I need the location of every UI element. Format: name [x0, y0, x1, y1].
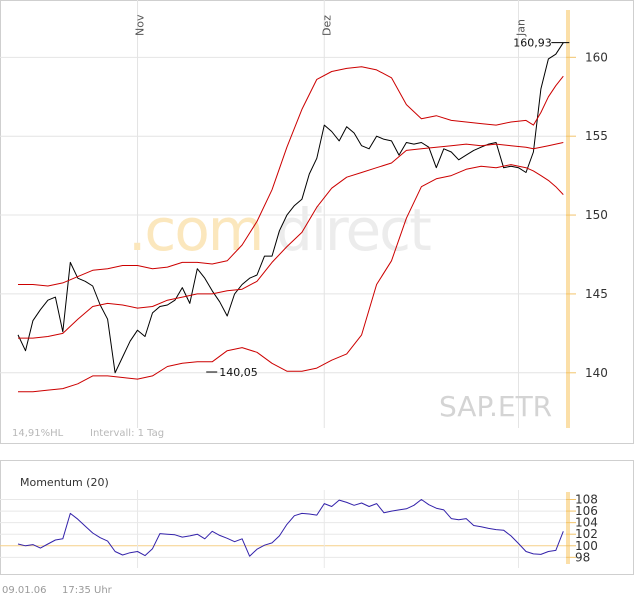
upper-band-line	[18, 66, 564, 287]
momentum-grid	[0, 490, 566, 568]
momentum-line	[17, 499, 564, 557]
momentum-tick-label: 108	[575, 493, 598, 507]
price-tick-label: 145	[585, 287, 608, 301]
interval-label: Intervall: 1 Tag	[90, 428, 164, 439]
price-y-ticks: 140 145 150 155 160	[566, 50, 608, 380]
month-labels: Nov Dez Jan	[134, 14, 528, 37]
low-value-label: 140,05	[219, 366, 258, 379]
symbol-label: SAP.ETR	[439, 390, 552, 423]
price-tick-label: 150	[585, 208, 608, 222]
watermark-direct: direct	[276, 196, 431, 264]
month-label: Nov	[134, 14, 147, 36]
price-line	[17, 42, 564, 374]
momentum-axis-bar	[566, 492, 570, 564]
month-label: Dez	[320, 15, 333, 36]
momentum-tick-label: 106	[575, 504, 598, 518]
momentum-tick-label: 104	[575, 516, 598, 530]
momentum-tick-label: 100	[575, 539, 598, 553]
last-value-label: 160,93	[513, 37, 552, 50]
momentum-tick-label: 98	[575, 550, 590, 564]
price-axis-bar	[566, 10, 570, 428]
price-tick-label: 140	[585, 366, 608, 380]
price-chart-border	[0, 0, 634, 444]
month-label: Jan	[514, 19, 527, 37]
footer-time: 17:35 Uhr	[62, 585, 113, 596]
watermark: .com direct	[128, 196, 433, 264]
momentum-tick-label: 102	[575, 527, 598, 541]
price-tick-label: 160	[585, 50, 608, 64]
watermark-com: .com	[128, 196, 262, 264]
price-annotations: 140,05 160,93	[206, 37, 570, 379]
momentum-title: Momentum (20)	[20, 476, 109, 489]
volatility-label: 14,91%HL	[12, 428, 64, 439]
momentum-series	[17, 499, 564, 557]
price-grid	[0, 0, 566, 428]
momentum-border	[0, 460, 634, 575]
price-tick-label: 155	[585, 129, 608, 143]
price-chart-panel: .com direct SAP.ETR Nov Dez Jan 1401451501…	[0, 0, 634, 444]
footer-date: 09.01.06	[2, 585, 47, 596]
price-series	[17, 42, 564, 393]
lower-band-line	[18, 164, 564, 393]
middle-band-line	[18, 142, 564, 339]
